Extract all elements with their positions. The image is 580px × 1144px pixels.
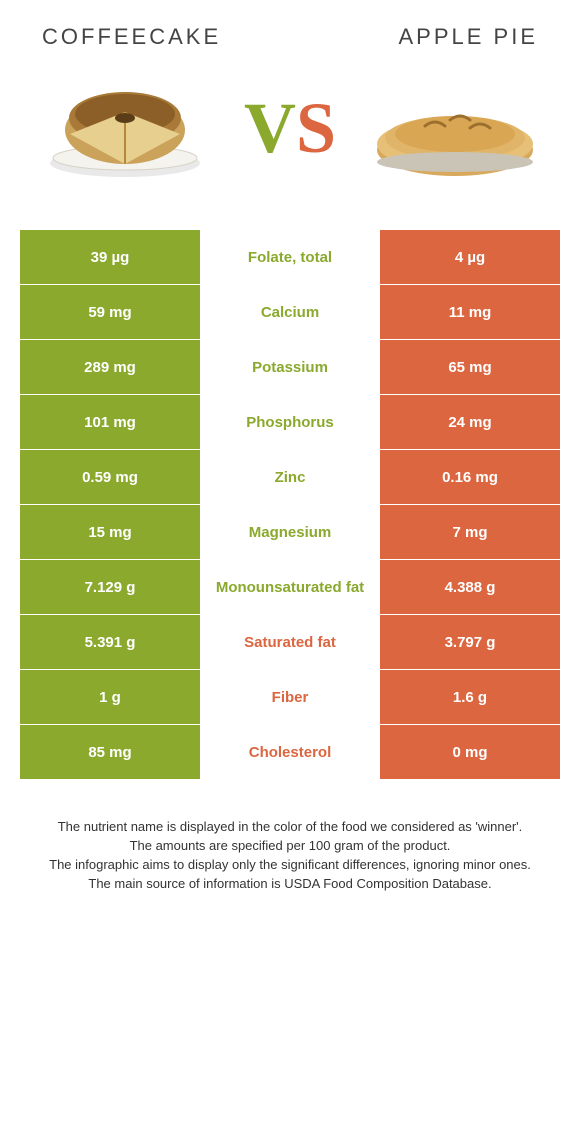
value-left: 39 µg — [20, 230, 200, 284]
value-right: 4 µg — [380, 230, 560, 284]
value-right: 7 mg — [380, 505, 560, 559]
nutrient-row: 85 mgCholesterol0 mg — [20, 725, 560, 780]
title-row: COFFEECAKE APPLE PIE — [0, 0, 580, 58]
value-right: 11 mg — [380, 285, 560, 339]
nutrient-table: 39 µgFolate, total4 µg59 mgCalcium11 mg2… — [20, 230, 560, 780]
nutrient-row: 59 mgCalcium11 mg — [20, 285, 560, 340]
value-right: 65 mg — [380, 340, 560, 394]
value-right: 1.6 g — [380, 670, 560, 724]
value-left: 59 mg — [20, 285, 200, 339]
nutrient-row: 15 mgMagnesium7 mg — [20, 505, 560, 560]
nutrient-row: 0.59 mgZinc0.16 mg — [20, 450, 560, 505]
value-right: 0.16 mg — [380, 450, 560, 504]
footnote-line: The infographic aims to display only the… — [30, 856, 550, 875]
nutrient-label: Zinc — [200, 450, 380, 504]
value-left: 0.59 mg — [20, 450, 200, 504]
vs-v: V — [244, 88, 296, 168]
value-right: 4.388 g — [380, 560, 560, 614]
value-left: 1 g — [20, 670, 200, 724]
footnote-line: The nutrient name is displayed in the co… — [30, 818, 550, 837]
nutrient-label: Fiber — [200, 670, 380, 724]
nutrient-label: Potassium — [200, 340, 380, 394]
nutrient-label: Cholesterol — [200, 725, 380, 779]
nutrient-row: 289 mgPotassium65 mg — [20, 340, 560, 395]
title-right: APPLE PIE — [398, 24, 538, 50]
nutrient-row: 101 mgPhosphorus24 mg — [20, 395, 560, 450]
value-left: 101 mg — [20, 395, 200, 449]
comparison-infographic: COFFEECAKE APPLE PIE VS — [0, 0, 580, 893]
footnote-line: The amounts are specified per 100 gram o… — [30, 837, 550, 856]
apple-pie-image — [370, 68, 540, 188]
coffeecake-image — [40, 68, 210, 188]
nutrient-label: Magnesium — [200, 505, 380, 559]
footnote-line: The main source of information is USDA F… — [30, 875, 550, 894]
vs-label: VS — [244, 92, 336, 164]
nutrient-label: Calcium — [200, 285, 380, 339]
nutrient-row: 7.129 gMonounsaturated fat4.388 g — [20, 560, 560, 615]
nutrient-row: 39 µgFolate, total4 µg — [20, 230, 560, 285]
nutrient-label: Monounsaturated fat — [200, 560, 380, 614]
value-right: 0 mg — [380, 725, 560, 779]
title-left: COFFEECAKE — [42, 24, 221, 50]
nutrient-label: Saturated fat — [200, 615, 380, 669]
nutrient-label: Folate, total — [200, 230, 380, 284]
nutrient-row: 5.391 gSaturated fat3.797 g — [20, 615, 560, 670]
vs-s: S — [296, 88, 336, 168]
value-left: 85 mg — [20, 725, 200, 779]
value-right: 24 mg — [380, 395, 560, 449]
value-left: 5.391 g — [20, 615, 200, 669]
images-row: VS — [0, 58, 580, 218]
value-left: 15 mg — [20, 505, 200, 559]
value-left: 289 mg — [20, 340, 200, 394]
footnotes: The nutrient name is displayed in the co… — [30, 818, 550, 893]
value-right: 3.797 g — [380, 615, 560, 669]
nutrient-row: 1 gFiber1.6 g — [20, 670, 560, 725]
value-left: 7.129 g — [20, 560, 200, 614]
nutrient-label: Phosphorus — [200, 395, 380, 449]
